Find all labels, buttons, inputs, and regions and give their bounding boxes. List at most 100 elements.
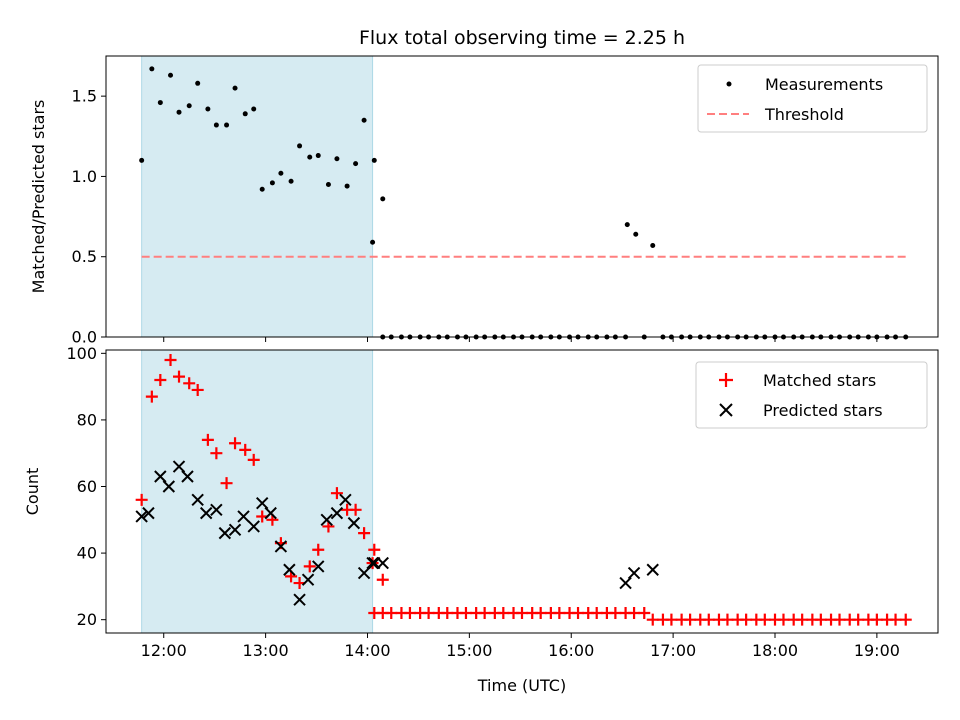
matched-star-point — [889, 613, 902, 626]
measurement-point — [334, 156, 340, 162]
y-tick-label: 1.0 — [72, 167, 97, 186]
measurement-point — [213, 122, 219, 128]
matched-star-point — [628, 607, 641, 620]
observing-window-shade-bottom — [141, 349, 374, 634]
measurement-point — [205, 106, 211, 112]
measurement-point — [325, 181, 331, 187]
matched-star-point — [572, 607, 585, 620]
count-legend: Matched stars Predicted stars — [695, 361, 928, 429]
y-tick-label: 100 — [66, 344, 97, 363]
x-tick-label: 19:00 — [854, 641, 900, 660]
y-tick-label: 0.0 — [72, 328, 97, 347]
matched-star-point — [191, 383, 204, 396]
y-tick-label: 1.5 — [72, 87, 97, 106]
x-axis-label: Time (UTC) — [477, 676, 566, 695]
measurement-point — [297, 143, 303, 149]
figure-title: Flux total observing time = 2.25 h — [359, 27, 685, 49]
measurement-point — [224, 122, 230, 128]
measurement-point — [344, 183, 350, 189]
predicted-star-point — [274, 540, 288, 553]
matched-star-point — [721, 613, 734, 626]
predicted-star-point — [210, 503, 223, 517]
measurement-point — [149, 66, 155, 72]
ratio-legend: Measurements Threshold — [697, 64, 928, 133]
predicted-star-point — [347, 516, 361, 530]
matched-star-point — [183, 377, 196, 390]
matched-star-point — [646, 613, 659, 626]
legend-measurements-marker — [726, 81, 732, 87]
predicted-star-point — [162, 480, 176, 493]
measurement-point — [307, 154, 313, 160]
measurement-point — [371, 157, 377, 163]
matched-star-point — [368, 543, 381, 556]
predicted-star-point — [293, 593, 306, 606]
matched-star-point — [777, 613, 790, 626]
predicted-star-point — [247, 520, 260, 533]
matched-star-point — [590, 607, 603, 620]
x-tick-label: 12:00 — [141, 641, 187, 660]
predicted-star-point — [330, 506, 344, 520]
predicted-star-point — [357, 566, 371, 580]
measurement-point — [633, 231, 639, 237]
matched-star-point — [553, 607, 566, 620]
measurement-point — [139, 157, 145, 163]
matched-star-point — [247, 453, 260, 466]
matched-star-point — [609, 607, 622, 620]
predicted-star-point — [199, 506, 213, 520]
matched-star-point — [833, 613, 846, 626]
matched-star-point — [702, 613, 715, 626]
y-tick-label: 0.5 — [72, 247, 97, 266]
predicted-star-point — [191, 493, 204, 507]
matched-star-point — [638, 607, 651, 620]
measurement-point — [176, 109, 182, 115]
matched-star-point — [684, 613, 697, 626]
matched-star-point — [899, 613, 912, 626]
measurement-point — [195, 80, 201, 86]
predicted-star-point — [283, 563, 296, 576]
measurement-point — [278, 170, 284, 176]
predicted-star-point — [366, 556, 379, 570]
matched-star-point — [229, 437, 242, 450]
legend-matched-marker — [719, 373, 733, 387]
matched-star-point — [852, 613, 865, 626]
predicted-star-point — [312, 560, 325, 573]
measurement-point — [361, 117, 367, 123]
matched-star-point — [441, 607, 454, 620]
matched-star-point — [164, 353, 177, 366]
matched-star-point — [516, 607, 528, 620]
matched-star-point — [459, 607, 472, 620]
measurement-point — [370, 239, 376, 245]
legend-threshold-label: Threshold — [764, 105, 844, 124]
matched-star-point — [534, 607, 547, 620]
count-panel: 20 40 60 80 100 12:00 13:00 14:00 15:00 16:00 17:… — [23, 344, 939, 695]
matched-star-point — [135, 493, 148, 506]
x-tick-label: 16:00 — [548, 641, 594, 660]
ratio-legend-box — [697, 64, 928, 133]
predicted-star-point — [627, 566, 641, 580]
x-tick-label: 18:00 — [752, 641, 798, 660]
y-tick-label: 60 — [77, 477, 97, 496]
predicted-star-point — [256, 496, 269, 510]
predicted-star-point — [320, 513, 333, 527]
predicted-star-point — [218, 526, 232, 540]
ratio-panel-frame — [105, 55, 939, 338]
measurement-point — [259, 186, 265, 192]
matched-star-point — [312, 543, 325, 556]
measurement-point — [269, 180, 275, 186]
matched-star-point — [220, 477, 233, 490]
measurement-point — [315, 153, 321, 159]
matched-star-point — [173, 370, 186, 383]
legend-measurements-label: Measurements — [765, 75, 883, 94]
matched-star-point — [422, 607, 435, 620]
matched-star-point — [403, 607, 416, 620]
predicted-star-point — [368, 556, 381, 570]
matched-star-point — [870, 613, 883, 626]
measurement-point — [650, 242, 656, 248]
count-y-axis-label: Count — [23, 468, 42, 516]
ratio-y-axis-label: Matched/Predicted stars — [29, 100, 48, 294]
measurement-point — [624, 222, 630, 228]
predicted-star-point — [646, 563, 659, 576]
count-panel-frame — [105, 349, 939, 634]
legend-matched-label: Matched stars — [763, 371, 876, 390]
